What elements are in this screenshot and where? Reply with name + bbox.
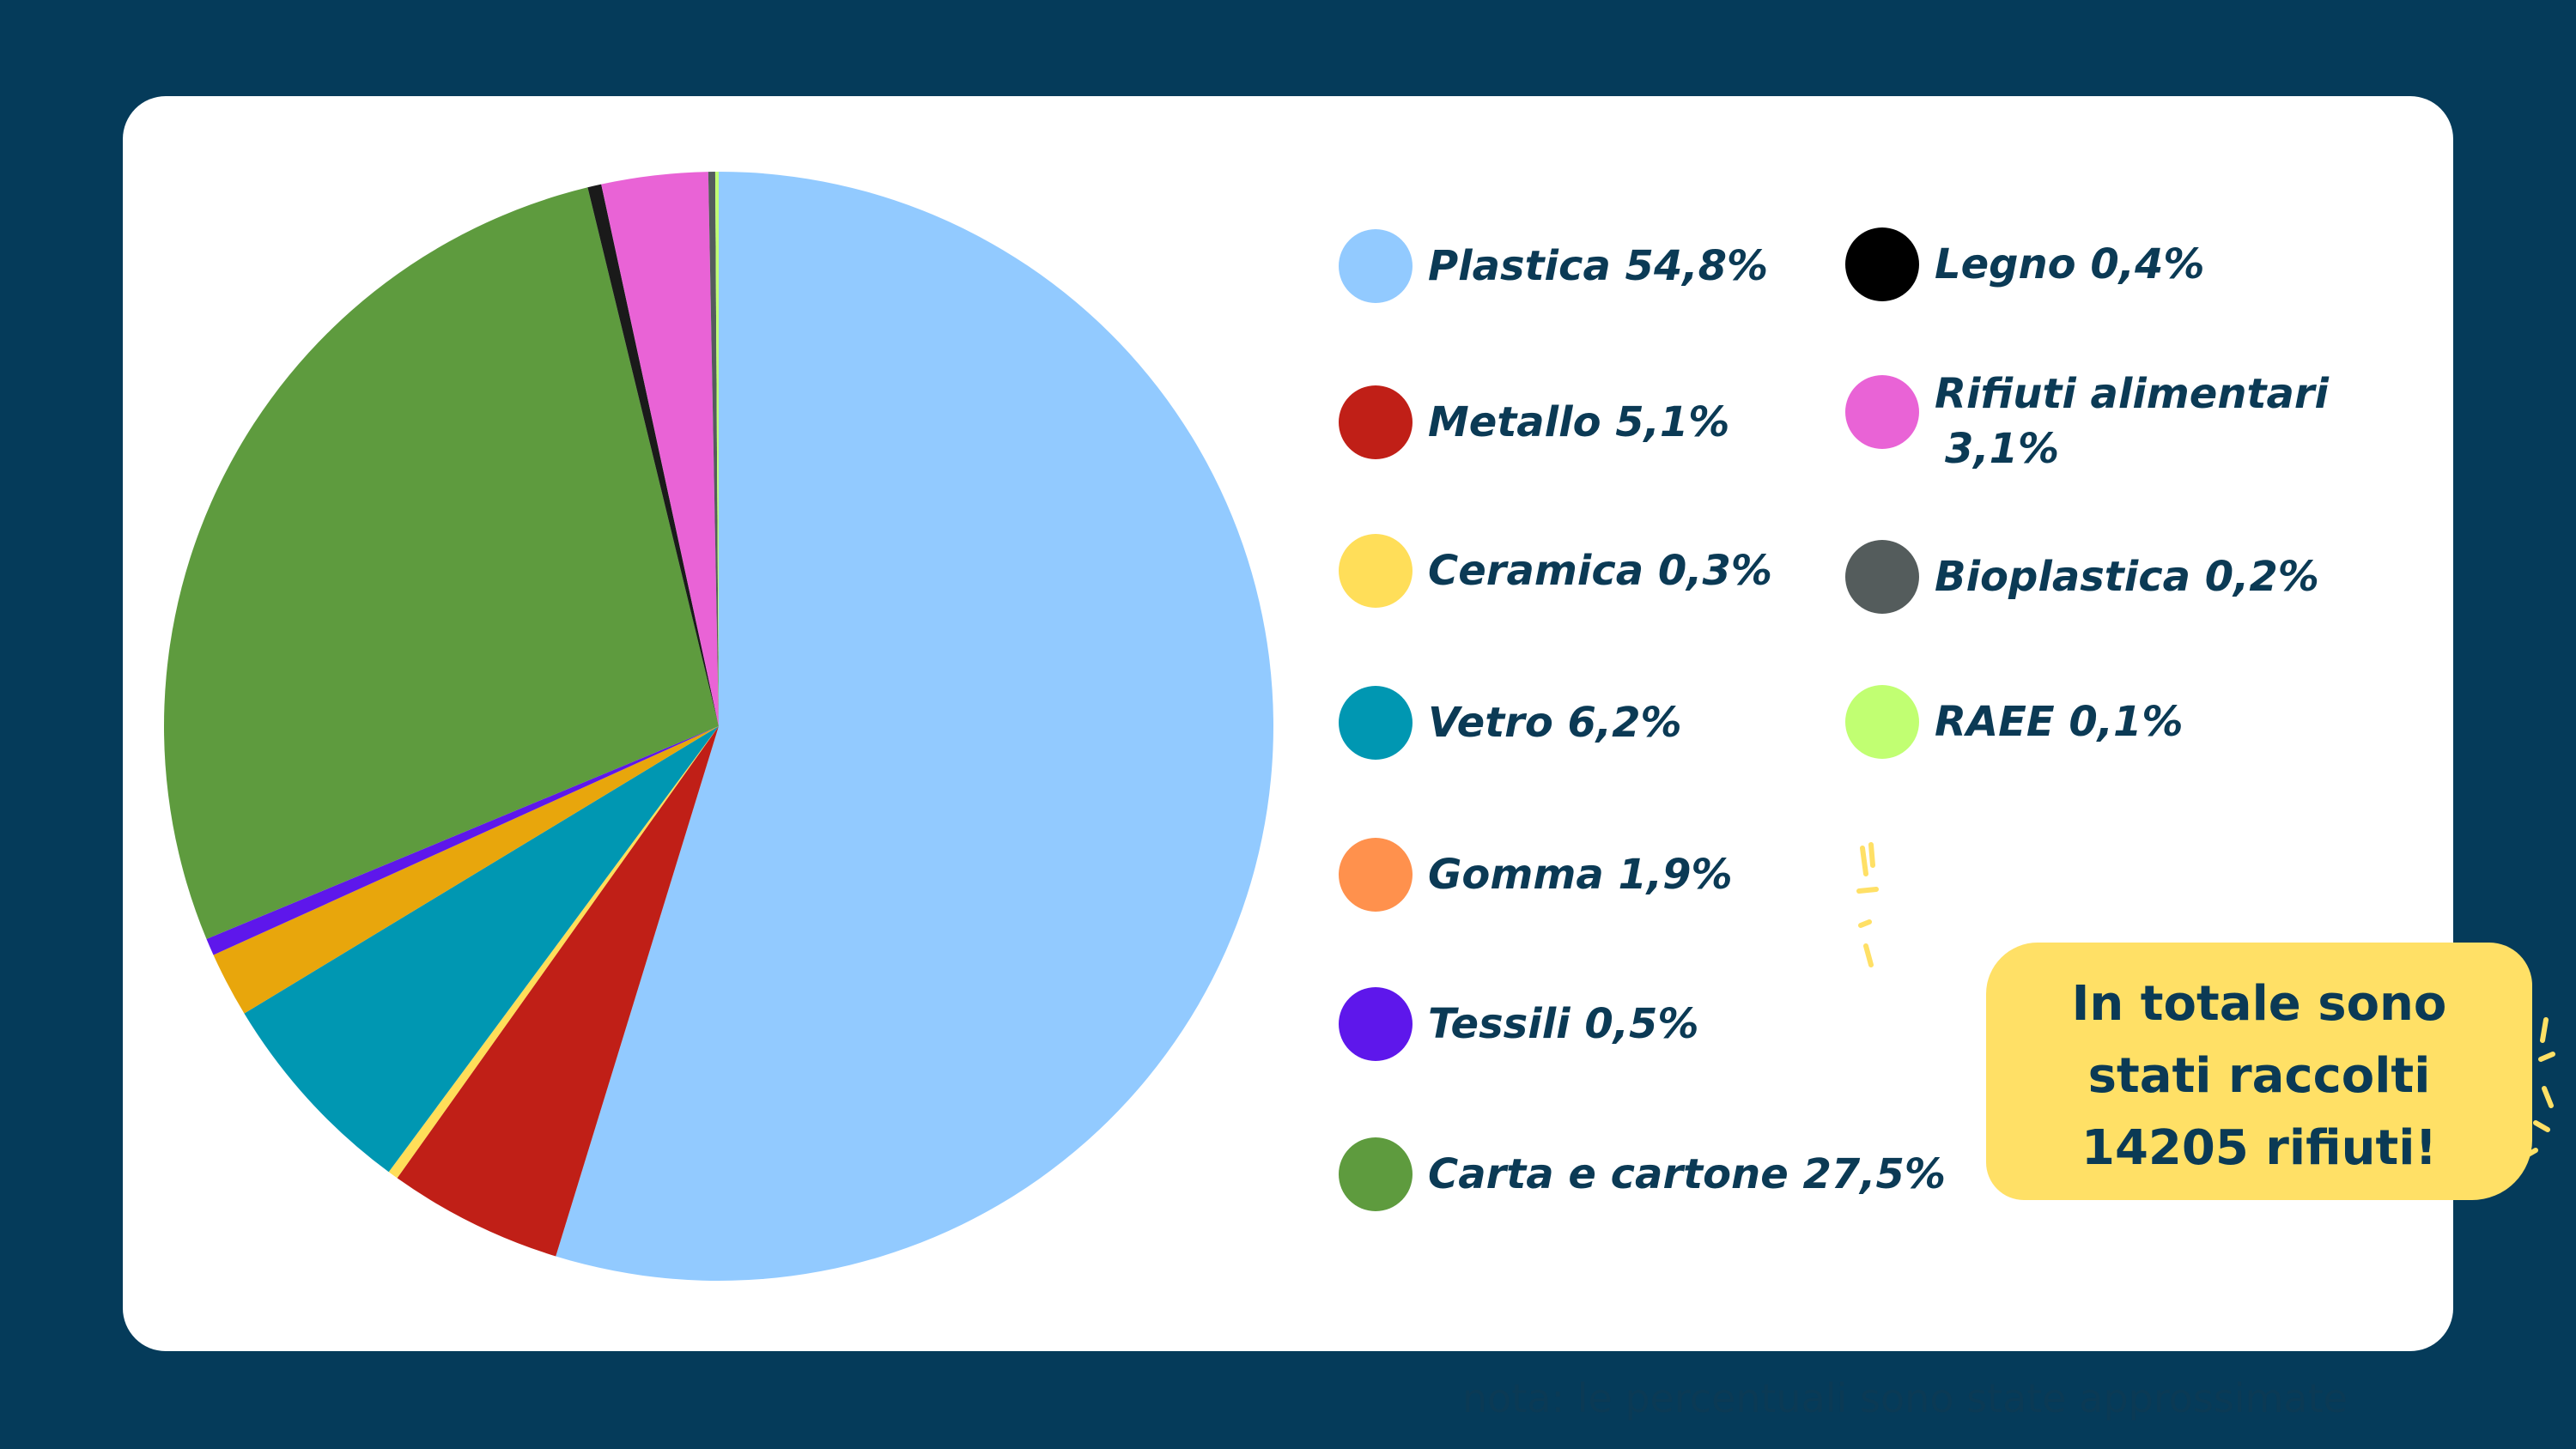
legend-label-vetro: Vetro 6,2% xyxy=(1428,699,1682,747)
legend-label-rifiuti-alimentari: Rifiuti alimentari 3,1% xyxy=(1935,367,2415,476)
pie-slice-gomma xyxy=(213,726,719,1014)
legend-swatch-metallo xyxy=(1339,385,1413,459)
pie-slice-legno xyxy=(587,184,719,726)
legend-swatch-tessili xyxy=(1339,987,1413,1061)
legend-label-rifiuti-line2: 3,1% xyxy=(1945,425,2060,473)
legend-swatch-plastica xyxy=(1339,229,1413,303)
legend-item-legno: Legno 0,4% xyxy=(1845,221,2326,307)
footnote: nota: le percentuali sono state approssi… xyxy=(1462,1375,2348,1422)
legend-swatch-gomma xyxy=(1339,838,1413,912)
callout-line-3: 14205 rifiuti! xyxy=(2081,1120,2437,1176)
legend-label-raee: RAEE 0,1% xyxy=(1935,698,2184,746)
legend-swatch-bioplastica xyxy=(1845,540,1919,614)
legend-item-bioplastica: Bioplastica 0,2% xyxy=(1845,534,2438,620)
pie-slice-tessili xyxy=(206,726,719,955)
legend-item-metallo: Metallo 5,1% xyxy=(1339,379,1871,465)
pie-slice-carta-e-cartone xyxy=(163,187,719,939)
legend-label-tessili: Tessili 0,5% xyxy=(1428,1000,1699,1048)
legend-label-bioplastica: Bioplastica 0,2% xyxy=(1935,553,2319,601)
pie-slice-rifiuti-alimentari xyxy=(601,172,719,727)
sparkle-decoration-right xyxy=(2506,1017,2555,1168)
pie-chart xyxy=(163,172,1273,1281)
legend-item-tessili: Tessili 0,5% xyxy=(1339,981,1871,1067)
total-callout-text: In totale sono stati raccolti 14205 rifi… xyxy=(1986,968,2532,1185)
legend-label-gomma: Gomma 1,9% xyxy=(1428,851,1733,899)
callout-line-1: In totale sono xyxy=(2071,976,2447,1032)
legend-swatch-vetro xyxy=(1339,686,1413,760)
pie-slice-ceramica xyxy=(388,726,719,1179)
legend-label-rifiuti-line1: Rifiuti alimentari xyxy=(1935,370,2329,418)
chart-card: Plastica 54,8% Metallo 5,1% Ceramica 0,3… xyxy=(123,96,2555,1422)
callout-line-2: stati raccolti xyxy=(2087,1048,2431,1104)
legend-label-carta: Carta e cartone 27,5% xyxy=(1428,1150,1946,1198)
legend-swatch-legno xyxy=(1845,227,1919,301)
legend-swatch-rifiuti-alimentari xyxy=(1845,375,1919,449)
pie-slice-metallo xyxy=(397,726,719,1257)
pie-slice-plastica xyxy=(556,172,1273,1281)
legend-item-gomma: Gomma 1,9% xyxy=(1339,832,1871,918)
legend-item-raee: RAEE 0,1% xyxy=(1845,679,2326,765)
pie-slice-raee xyxy=(714,172,719,726)
total-callout: In totale sono stati raccolti 14205 rifi… xyxy=(1986,943,2532,1200)
pie-slice-vetro xyxy=(244,726,719,1173)
legend-item-rifiuti-alimentari: Rifiuti alimentari 3,1% xyxy=(1845,370,2438,495)
legend-swatch-ceramica xyxy=(1339,534,1413,608)
legend-swatch-raee xyxy=(1845,685,1919,759)
legend-item-vetro: Vetro 6,2% xyxy=(1339,680,1871,766)
legend-item-plastica: Plastica 54,8% xyxy=(1339,223,1871,309)
legend-label-plastica: Plastica 54,8% xyxy=(1428,242,1769,290)
pie-slice-bioplastica xyxy=(708,172,719,727)
legend-label-ceramica: Ceramica 0,3% xyxy=(1428,547,1772,595)
legend-item-carta: Carta e cartone 27,5% xyxy=(1339,1131,1957,1217)
legend-swatch-carta xyxy=(1339,1137,1413,1211)
legend-label-metallo: Metallo 5,1% xyxy=(1428,398,1730,446)
legend-item-ceramica: Ceramica 0,3% xyxy=(1339,528,1871,614)
sparkle-decoration-left xyxy=(1856,842,1879,967)
legend-label-legno: Legno 0,4% xyxy=(1935,240,2205,288)
